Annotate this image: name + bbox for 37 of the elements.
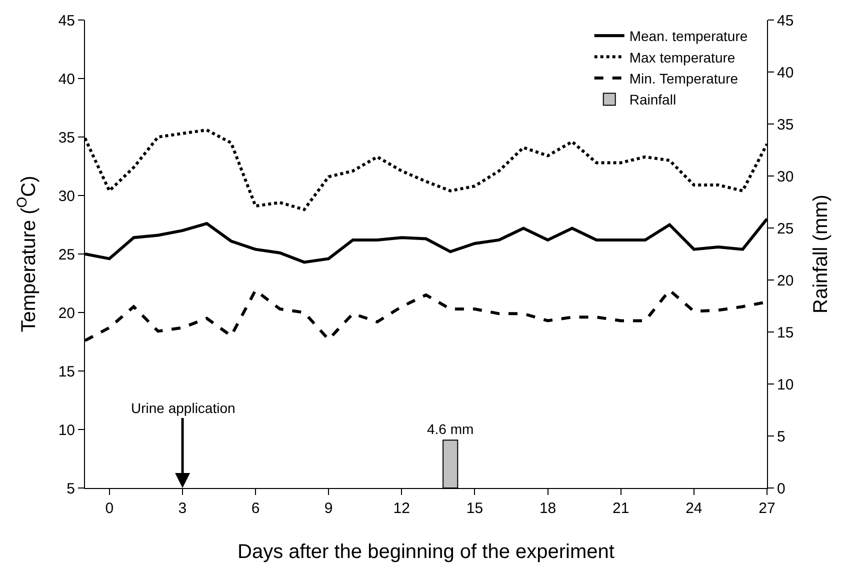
x-tick-label: 9 (324, 500, 333, 517)
y2-tick-label: 10 (777, 376, 794, 394)
x-tick-label: 27 (758, 500, 776, 517)
y2-tick-label: 20 (777, 272, 794, 290)
legend-label: Max temperature (629, 49, 736, 66)
x-tick-label: 15 (466, 500, 484, 517)
y-tick-label: 15 (58, 363, 75, 380)
y-tick-label: 20 (58, 304, 75, 322)
x-tick-label: 21 (612, 500, 630, 517)
y2-tick-label: 30 (777, 168, 794, 186)
x-tick-label: 18 (539, 500, 556, 517)
x-axis-title: Days after the beginning of the experiment (238, 541, 615, 563)
y-tick-label: 35 (58, 129, 75, 146)
y2-tick-label: 15 (777, 324, 794, 342)
y-tick-label: 10 (58, 422, 75, 439)
y-tick-label: 30 (58, 188, 75, 205)
y-tick-label: 45 (58, 12, 75, 30)
annotation: Urine application (131, 400, 236, 416)
y2-tick-label: 0 (777, 480, 786, 498)
x-tick-label: 6 (251, 500, 260, 517)
legend-label: Rainfall (629, 92, 676, 108)
x-tick-label: 0 (105, 500, 114, 517)
y2-tick-label: 40 (777, 64, 794, 82)
y2-tick-label: 45 (777, 12, 794, 30)
y2-tick-label: 35 (777, 116, 794, 134)
legend-label: Min. Temperature (629, 70, 738, 86)
y-tick-label: 5 (66, 480, 75, 498)
x-tick-label: 12 (393, 500, 410, 517)
y2-axis-title: Rainfall (mm) (810, 194, 832, 314)
x-tick-label: 3 (178, 500, 187, 517)
y2-tick-label: 5 (777, 428, 786, 446)
data-label: 4.6 mm (427, 421, 474, 438)
y-tick-label: 40 (58, 70, 75, 88)
y2-tick-label: 25 (777, 220, 794, 238)
y-tick-label: 25 (58, 246, 75, 264)
x-tick-label: 24 (686, 500, 702, 517)
legend-label: Mean. temperature (629, 28, 748, 44)
